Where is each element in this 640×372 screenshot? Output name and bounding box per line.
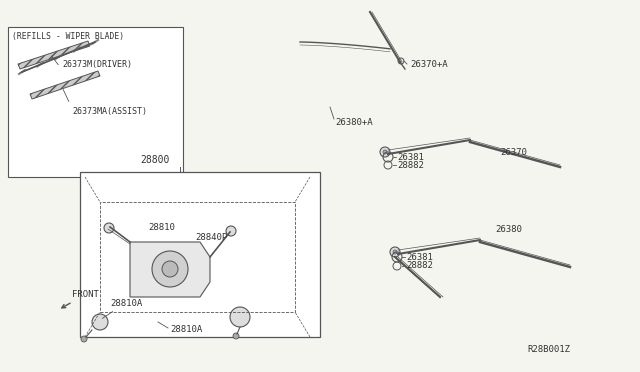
Circle shape xyxy=(226,226,236,236)
Text: R28B001Z: R28B001Z xyxy=(527,345,570,354)
Circle shape xyxy=(393,250,397,254)
Text: 28882: 28882 xyxy=(397,160,424,170)
Text: 26373M(DRIVER): 26373M(DRIVER) xyxy=(62,60,132,69)
Text: 26370+A: 26370+A xyxy=(410,60,447,68)
Circle shape xyxy=(81,336,87,342)
Text: 28810A: 28810A xyxy=(110,299,142,308)
Circle shape xyxy=(92,314,108,330)
Text: 28840P: 28840P xyxy=(195,232,227,241)
Polygon shape xyxy=(130,242,210,297)
Text: 28810A: 28810A xyxy=(170,326,202,334)
Circle shape xyxy=(230,307,250,327)
Text: FRONT: FRONT xyxy=(62,290,99,308)
Bar xyxy=(8,27,183,177)
Text: 26373MA(ASSIST): 26373MA(ASSIST) xyxy=(72,107,147,116)
Circle shape xyxy=(162,261,178,277)
Circle shape xyxy=(233,333,239,339)
Text: 28810: 28810 xyxy=(148,222,175,231)
Text: (REFILLS - WIPER BLADE): (REFILLS - WIPER BLADE) xyxy=(12,32,124,41)
Circle shape xyxy=(383,150,387,154)
Text: 26381: 26381 xyxy=(406,253,433,262)
Text: 28882: 28882 xyxy=(406,262,433,270)
Text: 26381: 26381 xyxy=(397,153,424,161)
Text: 26370: 26370 xyxy=(500,148,527,157)
Bar xyxy=(100,202,295,312)
Text: 28800: 28800 xyxy=(140,155,170,165)
Text: 26380: 26380 xyxy=(495,225,522,234)
Circle shape xyxy=(390,247,400,257)
Polygon shape xyxy=(18,41,90,69)
Circle shape xyxy=(380,147,390,157)
Circle shape xyxy=(152,251,188,287)
Bar xyxy=(80,172,320,337)
Text: 26380+A: 26380+A xyxy=(335,118,372,126)
Polygon shape xyxy=(30,71,100,99)
Circle shape xyxy=(104,223,114,233)
Circle shape xyxy=(398,58,404,64)
